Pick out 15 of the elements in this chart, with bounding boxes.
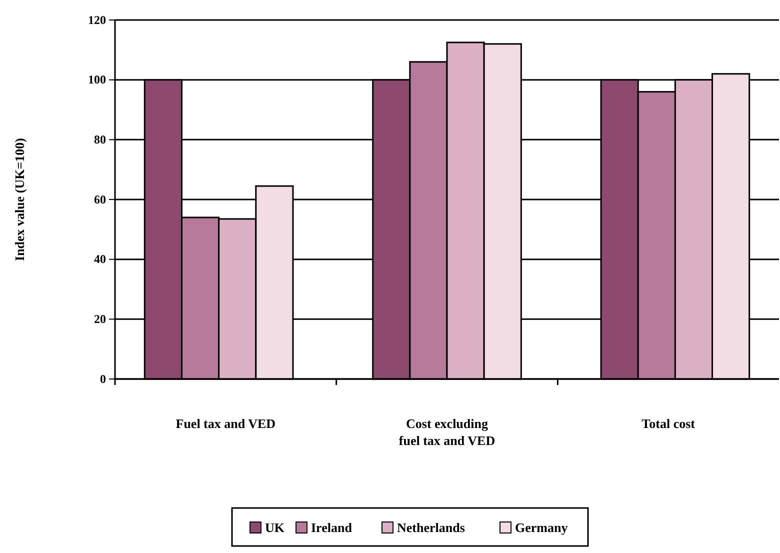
x-tick-label: Fuel tax and VED	[176, 416, 276, 431]
legend-label: Germany	[515, 520, 568, 535]
legend-label: Ireland	[311, 520, 353, 535]
x-tick-label: Cost excluding fuel tax and VED	[398, 416, 496, 448]
y-tick-label: 100	[88, 72, 106, 87]
legend-label: Netherlands	[397, 520, 465, 535]
y-tick-label: 20	[94, 312, 106, 326]
y-tick-label: 60	[94, 192, 106, 206]
x-tick-label: Total cost	[642, 416, 696, 431]
y-tick-label: 40	[94, 252, 106, 266]
y-tick-label: 80	[94, 132, 106, 147]
legend-label: UK	[265, 520, 286, 535]
y-tick-label: 120	[88, 12, 106, 27]
y-axis-title: Index value (UK=100)	[12, 138, 27, 261]
y-tick-label: 0	[100, 372, 106, 386]
